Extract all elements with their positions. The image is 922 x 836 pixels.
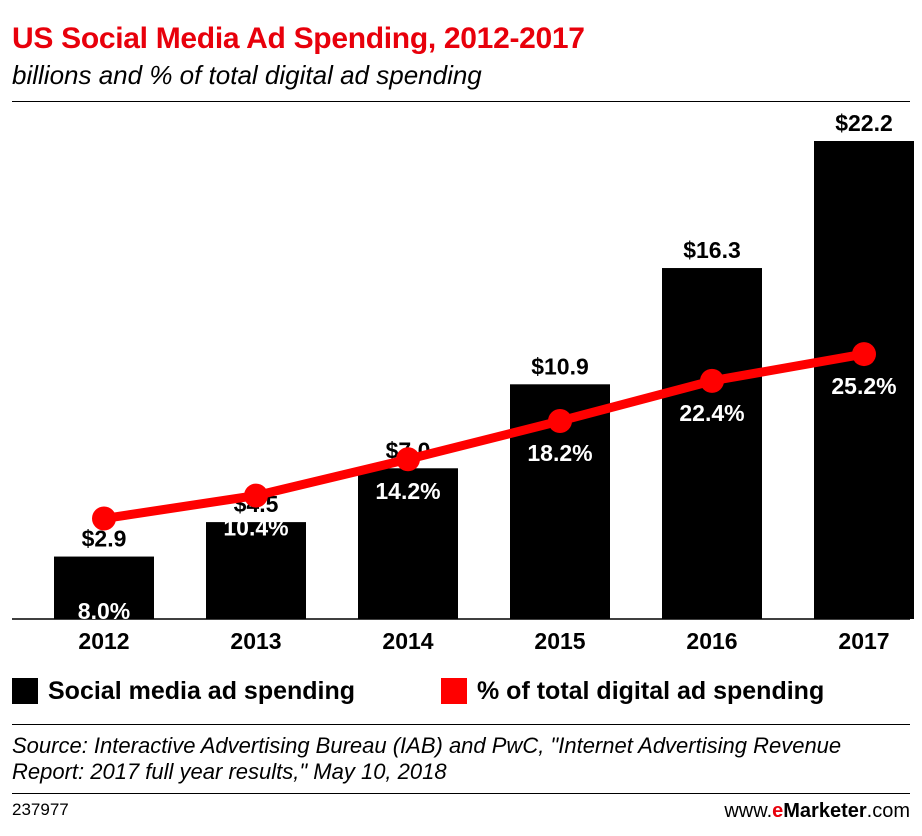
x-tick-label: 2016 [686, 628, 737, 654]
brand-logo[interactable]: www.eMarketer.com [724, 800, 910, 822]
header-divider [12, 101, 910, 102]
bar-value-label: $22.2 [835, 110, 893, 136]
chart-id: 237977 [12, 800, 69, 819]
brand-e: e [772, 800, 784, 822]
bar-value-label: $16.3 [683, 237, 741, 263]
chart-subtitle: billions and % of total digital ad spend… [12, 60, 482, 90]
percent-label: 10.4% [223, 515, 288, 541]
percent-label: 22.4% [679, 400, 744, 426]
bar [206, 522, 306, 619]
chart-plot: $2.9$4.5$7.0$10.9$16.3$22.22012201320142… [12, 110, 914, 654]
legend-swatch-bars [12, 678, 38, 704]
source-note: Source: Interactive Advertising Bureau (… [12, 733, 842, 784]
brand-prefix: www. [724, 800, 773, 822]
footer-divider [12, 724, 910, 725]
legend-label-bars: Social media ad spending [48, 676, 356, 705]
percent-line [99, 349, 869, 524]
x-tick-label: 2017 [838, 628, 889, 654]
x-tick-label: 2014 [382, 628, 433, 654]
bottom-divider [12, 793, 910, 794]
percent-label: 14.2% [375, 478, 440, 504]
chart-title: US Social Media Ad Spending, 2012-2017 [12, 22, 585, 55]
percent-point [548, 409, 572, 434]
x-tick-label: 2012 [78, 628, 129, 654]
bar [54, 556, 154, 619]
legend-item-line: % of total digital ad spending [441, 676, 824, 706]
percent-label: 25.2% [831, 373, 896, 399]
percent-label: 18.2% [527, 440, 592, 466]
percent-label: 8.0% [78, 598, 130, 624]
bar [814, 141, 914, 619]
percent-point [244, 483, 268, 508]
percent-point [92, 506, 116, 531]
bar [662, 268, 762, 619]
brand-suffix: .com [866, 800, 910, 822]
percent-point [396, 447, 420, 472]
x-tick-label: 2015 [534, 628, 585, 654]
percent-point [852, 342, 876, 367]
bar [358, 468, 458, 619]
x-tick-label: 2013 [230, 628, 281, 654]
percent-point [700, 368, 724, 393]
legend-item-bars: Social media ad spending [12, 676, 355, 706]
legend-label-line: % of total digital ad spending [477, 676, 825, 705]
brand-marketer: Marketer [783, 800, 867, 822]
bar-value-label: $10.9 [531, 353, 589, 379]
legend-swatch-line [441, 678, 467, 704]
